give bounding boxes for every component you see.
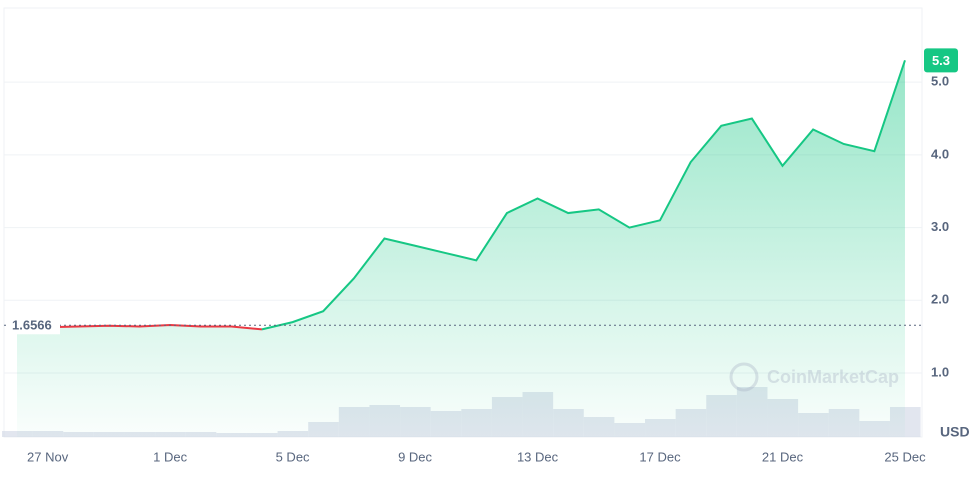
- y-tick-label: 2.0: [931, 292, 949, 307]
- x-tick-label: 5 Dec: [276, 449, 310, 464]
- watermark: CoinMarketCap: [729, 362, 899, 392]
- x-tick-label: 9 Dec: [398, 449, 432, 464]
- x-tick-label: 17 Dec: [639, 449, 681, 464]
- y-tick-label: 1.0: [931, 364, 949, 379]
- x-tick-label: 27 Nov: [27, 449, 69, 464]
- x-tick-label: 1 Dec: [153, 449, 187, 464]
- price-line: [261, 60, 906, 331]
- baseline-label-bg: [6, 316, 60, 335]
- x-tick-label: 25 Dec: [884, 449, 926, 464]
- currency-label: USD: [940, 424, 970, 440]
- baseline-label: 1.6566: [12, 318, 52, 333]
- current-value-bg: [924, 48, 958, 73]
- x-tick-label: 21 Dec: [762, 449, 804, 464]
- y-tick-label: 3.0: [931, 219, 949, 234]
- watermark-text: CoinMarketCap: [767, 367, 899, 387]
- x-tick-label: 13 Dec: [517, 449, 559, 464]
- current-value: 5.3: [932, 53, 950, 68]
- y-tick-label: 5.0: [931, 74, 949, 89]
- price-area: [17, 60, 905, 438]
- y-tick-label: 4.0: [931, 146, 949, 161]
